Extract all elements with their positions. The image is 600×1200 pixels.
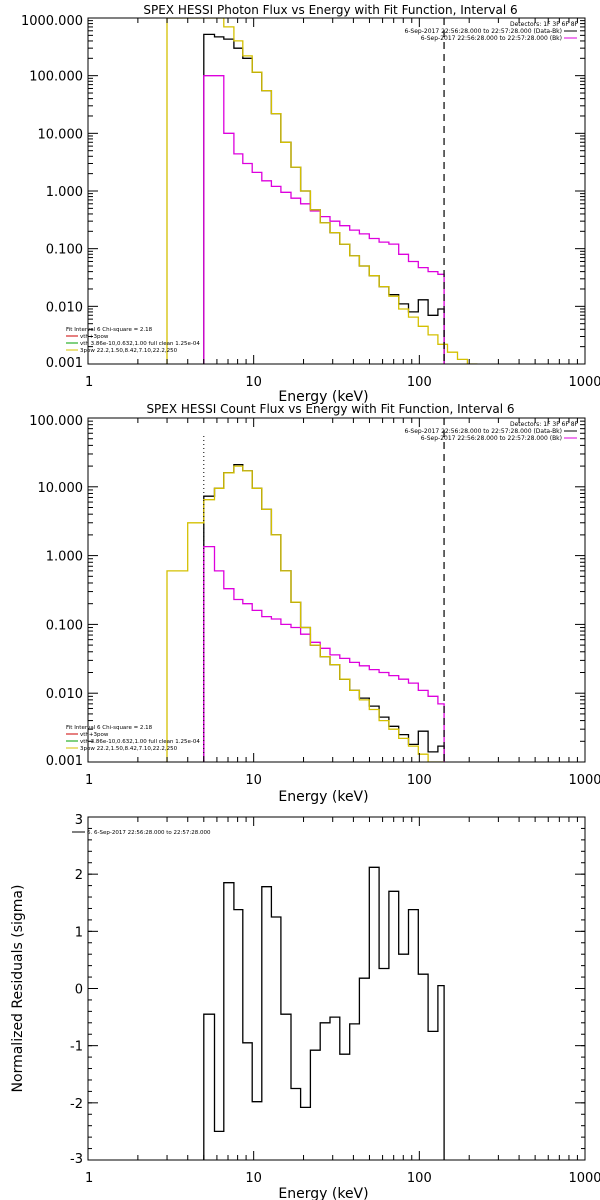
y-axis: 0.001 0.010 0.100 1.000 10.000 100.000 xyxy=(29,414,585,769)
x-tick-label: 1000 xyxy=(568,375,600,390)
legend: Fit Interval 6 Chi-square = 2.18vth+3pow… xyxy=(66,327,200,354)
series-line-2 xyxy=(203,75,445,364)
y-tick-label: 100.000 xyxy=(29,414,83,429)
time-range-label: 6-Sep-2017 22:56:28.000 to 22:57:28.000 … xyxy=(404,428,562,435)
detectors-label: Detectors: 1F 3F 6F 8F xyxy=(510,421,579,428)
legend-entry: Fit Interval 6 Chi-square = 2.18 xyxy=(66,327,153,333)
x-axis: 1 10 100 1000 xyxy=(85,18,600,390)
y-tick-label: -1 xyxy=(70,1040,83,1055)
time-range-label: 6-Sep-2017 22:56:28.000 to 22:57:28.000 … xyxy=(421,435,562,442)
chart-panel-2: SPEX HESSI Count Flux vs Energy with Fit… xyxy=(29,402,600,805)
y-tick-label: 0.010 xyxy=(46,687,83,702)
x-tick-label: 1000 xyxy=(568,773,600,788)
y-tick-label: 1.000 xyxy=(46,550,83,565)
y-tick-label: 0.100 xyxy=(46,243,83,258)
legend-entry: vth+3pow xyxy=(80,732,109,738)
y-tick-label: 1 xyxy=(75,925,83,940)
y-tick-label: 0.001 xyxy=(46,356,83,371)
chart-title: SPEX HESSI Photon Flux vs Energy with Fi… xyxy=(143,3,517,17)
x-tick-label: 10 xyxy=(245,375,262,390)
x-tick-label: 1 xyxy=(85,375,93,390)
time-range-label: 6-Sep-2017 22:56:28.000 to 22:57:28.000 … xyxy=(421,35,562,42)
series-line-3 xyxy=(166,465,445,762)
y-axis: 0.001 0.010 0.100 1.000 10.000 100.000 1000.00… xyxy=(21,14,585,371)
x-axis: 1 10 100 1000 xyxy=(85,817,600,1186)
legend-entry: vth 3.86e-10,0.632,1.00 full clean 1.25e… xyxy=(80,739,200,745)
y-tick-label: 10.000 xyxy=(38,127,84,142)
chart-panel-1: SPEX HESSI Photon Flux vs Energy with Fi… xyxy=(21,3,600,405)
plot-frame xyxy=(87,17,586,365)
legend: 6. 6-Sep-2017 22:56:28.000 to 22:57:28.0… xyxy=(72,830,211,836)
x-tick-label: 10 xyxy=(245,1171,262,1186)
legend-entry: 3pow 22.2,1.50,8.42,7.10,22.2,250 xyxy=(80,746,178,752)
y-tick-label: 0 xyxy=(75,983,83,998)
x-tick-label: 1 xyxy=(85,1171,93,1186)
x-axis-label: Energy (keV) xyxy=(278,389,368,405)
detectors-label: Detectors: 1F 3F 6F 8F xyxy=(510,21,579,28)
legend-entry: 3pow 22.2,1.50,8.42,7.10,22.2,250 xyxy=(80,348,178,354)
legend-entry: vth 3.86e-10,0.632,1.00 full clean 1.25e… xyxy=(80,341,200,347)
plot-frame xyxy=(87,816,586,1161)
y-tick-label: 1000.000 xyxy=(21,14,83,29)
series-line-1 xyxy=(203,463,445,762)
x-tick-label: 100 xyxy=(407,375,432,390)
legend-entry: Fit Interval 6 Chi-square = 2.18 xyxy=(66,725,153,731)
y-tick-label: 0.010 xyxy=(46,300,83,315)
series-line-3 xyxy=(166,18,478,364)
legend-entry: vth+3pow xyxy=(80,334,109,340)
y-tick-label: 10.000 xyxy=(38,481,84,496)
y-tick-label: 1.000 xyxy=(46,185,83,200)
y-tick-label: 0.100 xyxy=(46,618,83,633)
time-range-label: 6-Sep-2017 22:56:28.000 to 22:57:28.000 … xyxy=(404,28,562,35)
x-axis-label: Energy (keV) xyxy=(278,789,368,805)
y-axis-label: Normalized Residuals (sigma) xyxy=(10,885,26,1093)
plot-frame xyxy=(87,417,586,763)
y-tick-label: 0.001 xyxy=(46,754,83,769)
x-tick-label: 1 xyxy=(85,773,93,788)
x-tick-label: 10 xyxy=(245,773,262,788)
legend-entry: 6. 6-Sep-2017 22:56:28.000 to 22:57:28.0… xyxy=(87,830,211,836)
chart-title: SPEX HESSI Count Flux vs Energy with Fit… xyxy=(146,402,514,416)
y-tick-label: 3 xyxy=(75,813,83,828)
y-tick-label: 2 xyxy=(75,868,83,883)
series-line-1 xyxy=(203,866,445,1160)
series-line-2 xyxy=(203,545,445,762)
x-tick-label: 1000 xyxy=(568,1171,600,1186)
y-axis: -3 -2 -1 0 1 2 3 xyxy=(70,813,585,1167)
x-tick-label: 100 xyxy=(407,773,432,788)
y-tick-label: 100.000 xyxy=(29,70,83,85)
legend: Fit Interval 6 Chi-square = 2.18vth+3pow… xyxy=(66,725,200,752)
y-tick-label: -3 xyxy=(70,1152,83,1167)
y-tick-label: -2 xyxy=(70,1097,83,1112)
x-tick-label: 100 xyxy=(407,1171,432,1186)
chart-panel-3: 1 10 100 1000 Energy (keV) -3 -2 -1 0 1 2 3 Normaliz… xyxy=(10,813,600,1200)
x-axis: 1 10 100 1000 xyxy=(85,418,600,788)
x-axis-label: Energy (keV) xyxy=(278,1186,368,1200)
